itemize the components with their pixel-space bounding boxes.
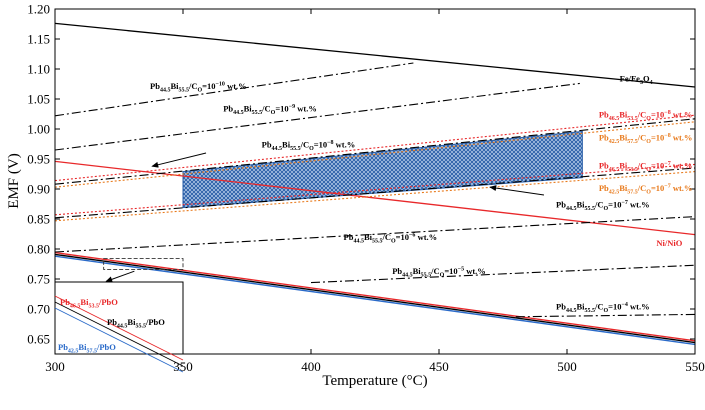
series-line-12 — [55, 114, 695, 182]
inset-line-1 — [54, 301, 184, 367]
x-tick-label: 500 — [557, 359, 577, 374]
series-line-9 — [55, 216, 695, 253]
y-tick-label: 1.20 — [27, 2, 50, 17]
annotation-arrow — [105, 270, 135, 283]
label-o8: Pb42.5Bi57.5/CO=10−8 wt.% — [599, 132, 693, 145]
y-tick-label: 0.65 — [27, 332, 50, 347]
x-tick-label: 450 — [429, 359, 449, 374]
annotation-arrow — [151, 152, 207, 168]
label-c9: Pb44.5Bi55.5/CO=10−9 wt.% — [223, 104, 317, 117]
line-labels: Fe/Fe3O4 Ni/NiO Pb44.5Bi55.5/CO=10−10 wt.%… — [150, 74, 692, 315]
inset-label-in-black: Pb44.5Bi55.5/PbO — [107, 317, 165, 330]
inset-label-in-blue: Pb42.5Bi57.5/PbO — [58, 342, 116, 355]
y-tick-label: 1.05 — [27, 92, 50, 107]
y-tick-label: 0.85 — [27, 212, 50, 227]
series-line-5 — [55, 62, 414, 117]
x-tick-label: 350 — [173, 359, 193, 374]
series-line-7 — [55, 118, 695, 185]
label-c8: Pb44.5Bi55.5/CO=10−8 wt.% — [262, 140, 356, 153]
label-c7: Pb44.5Bi55.5/CO=10−7 wt.% — [556, 200, 650, 213]
label-c10: Pb44.5Bi55.5/CO=10−10 wt.% — [150, 81, 247, 94]
label-r7: Pb46.5Bi53.5/CO=10−7 wt.% — [599, 161, 693, 174]
series-line-15 — [55, 171, 695, 222]
series-line-6 — [55, 82, 580, 151]
y-tick-label: 1.15 — [27, 32, 50, 47]
label-fe: Fe/Fe3O4 — [620, 74, 653, 87]
label-o7: Pb42.5Bi57.5/CO=10−7 wt.% — [599, 183, 693, 196]
y-tick-label: 0.70 — [27, 302, 50, 317]
x-axis-title: Temperature (°C) — [322, 373, 427, 389]
y-tick-label: 0.80 — [27, 242, 50, 257]
series-line-4 — [55, 255, 695, 346]
y-tick-label: 1.00 — [27, 122, 50, 137]
inset-line-2 — [54, 307, 184, 373]
label-c6: Pb44.5Bi55.5/CO=10−6 wt.% — [344, 232, 438, 245]
y-tick-label: 0.95 — [27, 152, 50, 167]
x-tick-label: 300 — [45, 359, 65, 374]
series-line-11 — [515, 313, 695, 318]
zoom-box-rect — [103, 258, 184, 270]
annotation-arrows — [105, 152, 545, 283]
axis-ticks: 300 350 400 450 500 550 0.65 0.70 0.75 0.80 0.85 0.… — [27, 2, 705, 375]
y-axis-title: EMF (V) — [6, 153, 22, 208]
confidence-region — [182, 130, 583, 209]
x-tick-label: 550 — [685, 359, 705, 374]
y-tick-label: 0.90 — [27, 182, 50, 197]
label-c5: Pb44.5Bi55.5/CO=10−5 wt.% — [392, 266, 486, 279]
plot-frame — [54, 8, 696, 355]
label-r8: Pb46.5Bi53.5/CO=10−8 wt.% — [599, 110, 693, 123]
inset-frame — [54, 281, 184, 355]
annotation-arrow — [489, 185, 545, 196]
series-line-0 — [55, 22, 695, 88]
series-line-8 — [55, 167, 695, 219]
inset-zoom: Pb46.5Bi53.5/PbO Pb44.5Bi55.5/PbO Pb42.5Bi… — [54, 281, 184, 373]
x-tick-label: 400 — [301, 359, 321, 374]
series-line-10 — [310, 264, 695, 284]
zoom-box — [103, 258, 184, 270]
label-c4: Pb44.5Bi55.5/CO=10−4 wt.% — [556, 302, 650, 315]
y-tick-label: 1.10 — [27, 62, 50, 77]
inset-line-0 — [54, 295, 184, 361]
series-line-13 — [55, 121, 695, 188]
series-line-3 — [55, 251, 695, 342]
series-line-14 — [55, 163, 695, 216]
inset-label-in-red: Pb46.5Bi53.5/PbO — [60, 297, 118, 310]
y-tick-label: 0.75 — [27, 272, 50, 287]
label-ni: Ni/NiO — [656, 238, 682, 248]
shaded-region — [182, 130, 583, 209]
